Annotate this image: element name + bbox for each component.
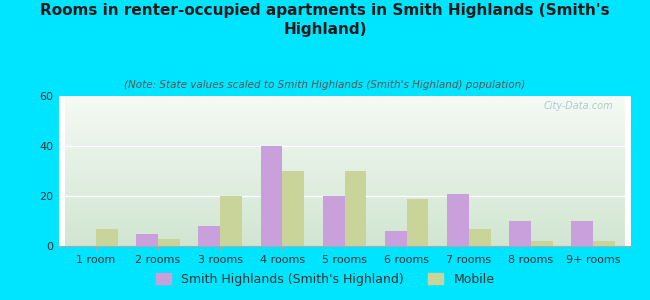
Bar	[571, 221, 593, 246]
Bar	[261, 146, 282, 246]
Bar	[198, 226, 220, 246]
Bar	[469, 229, 491, 246]
Bar	[531, 241, 552, 246]
Bar	[323, 196, 345, 246]
Text: (Note: State values scaled to Smith Highlands (Smith's Highland) population): (Note: State values scaled to Smith High…	[124, 80, 526, 89]
Text: Rooms in renter-occupied apartments in Smith Highlands (Smith's
Highland): Rooms in renter-occupied apartments in S…	[40, 3, 610, 37]
Bar	[282, 171, 304, 246]
Bar	[220, 196, 242, 246]
Bar	[509, 221, 531, 246]
Text: City-Data.com: City-Data.com	[543, 100, 614, 110]
Bar	[344, 171, 366, 246]
Bar	[96, 229, 118, 246]
Bar	[158, 238, 180, 246]
Bar	[593, 241, 615, 246]
Bar	[447, 194, 469, 246]
Bar	[136, 233, 158, 246]
Bar	[407, 199, 428, 246]
Bar	[385, 231, 407, 246]
Legend: Smith Highlands (Smith's Highland), Mobile: Smith Highlands (Smith's Highland), Mobi…	[151, 268, 499, 291]
